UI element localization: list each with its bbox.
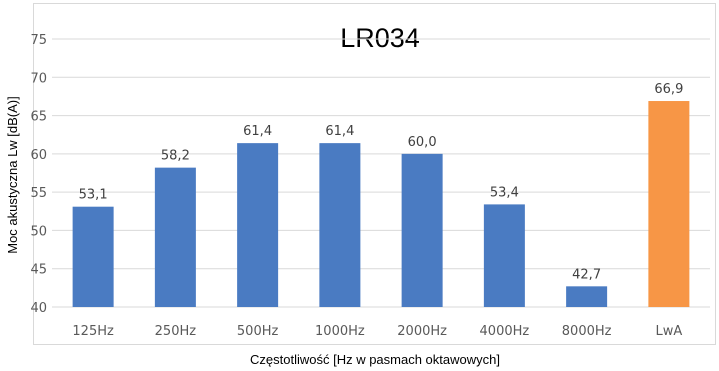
chart-title: LR034 xyxy=(340,23,420,53)
x-axis-label: Częstotliwość [Hz w pasmach oktawowych] xyxy=(250,352,500,367)
x-tick-label: 1000Hz xyxy=(315,324,365,339)
data-label: 60,0 xyxy=(408,135,437,150)
y-tick-labels: 40 45 50 55 60 65 70 75 xyxy=(30,33,47,316)
bar-500hz xyxy=(237,143,279,307)
bar-8000hz xyxy=(566,286,608,307)
y-tick-label: 60 xyxy=(30,148,47,163)
gridlines xyxy=(52,38,710,308)
y-axis-label: Moc akustyczna Lw [dB(A)] xyxy=(5,96,20,254)
x-tick-label: 500Hz xyxy=(237,324,279,339)
y-tick-label: 50 xyxy=(30,224,47,239)
bar-4000hz xyxy=(483,204,525,307)
y-tick-label: 55 xyxy=(30,186,47,201)
x-tick-label: 4000Hz xyxy=(480,324,530,339)
data-label: 61,4 xyxy=(243,124,272,139)
data-labels: 53,1 58,2 61,4 61,4 60,0 53,4 42,7 66,9 xyxy=(79,82,684,282)
x-tick-label: 2000Hz xyxy=(397,324,447,339)
data-label: 53,1 xyxy=(79,188,108,203)
bar-lwa xyxy=(648,101,690,307)
x-tick-labels: 125Hz 250Hz 500Hz 1000Hz 2000Hz 4000Hz 8000Hz L… xyxy=(72,324,682,339)
x-tick-label: LwA xyxy=(655,324,682,339)
y-tick-label: 45 xyxy=(30,263,47,278)
bar-1000hz xyxy=(319,143,361,307)
data-label: 61,4 xyxy=(325,124,354,139)
data-label: 53,4 xyxy=(490,185,519,200)
x-tick-label: 8000Hz xyxy=(562,324,612,339)
data-label: 58,2 xyxy=(161,149,190,164)
y-tick-label: 65 xyxy=(30,110,47,125)
bar-125hz xyxy=(72,206,114,307)
y-tick-label: 70 xyxy=(30,71,47,86)
x-tick-label: 250Hz xyxy=(155,324,197,339)
y-tick-label: 75 xyxy=(30,33,47,48)
bar-250hz xyxy=(154,167,196,307)
data-label: 42,7 xyxy=(572,267,601,282)
bar-2000hz xyxy=(401,153,443,307)
y-tick-label: 40 xyxy=(30,301,47,316)
bars xyxy=(72,101,690,307)
x-tick-label: 125Hz xyxy=(72,324,114,339)
data-label: 66,9 xyxy=(654,82,683,97)
